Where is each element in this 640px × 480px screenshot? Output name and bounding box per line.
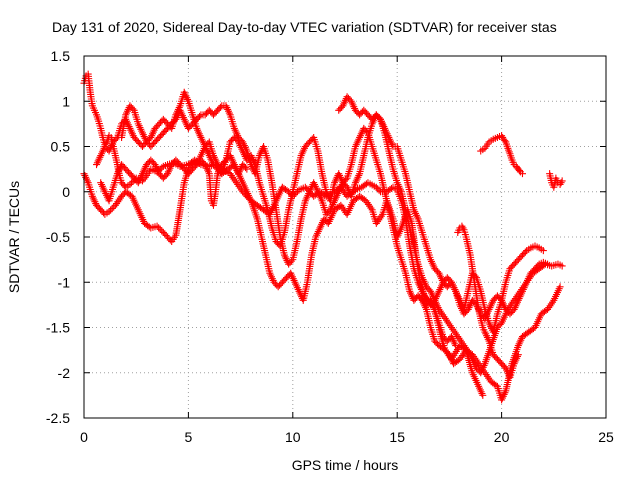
data-point xyxy=(126,181,134,189)
x-axis-label: GPS time / hours xyxy=(292,457,399,473)
y-tick-label: -0.5 xyxy=(46,229,70,245)
data-point xyxy=(112,135,120,143)
y-tick-label: 1.5 xyxy=(51,48,71,64)
data-point xyxy=(558,262,566,270)
data-point xyxy=(243,165,251,173)
data-point xyxy=(129,105,137,113)
data-point xyxy=(292,189,300,197)
x-axis-tick-labels: 0 5 10 15 20 25 xyxy=(80,429,614,445)
grid xyxy=(84,56,606,418)
data-point xyxy=(107,206,115,214)
series-track-h xyxy=(454,222,522,381)
data-point xyxy=(156,225,164,233)
series-layer xyxy=(80,70,566,404)
data-point xyxy=(158,227,166,235)
data-point xyxy=(128,179,136,187)
data-point xyxy=(108,204,116,212)
data-point xyxy=(153,222,161,230)
series-track-g xyxy=(414,292,460,350)
data-point xyxy=(287,257,295,265)
y-tick-label: -1 xyxy=(58,274,71,290)
x-tick-label: 0 xyxy=(80,429,88,445)
y-tick-label: -2.5 xyxy=(46,410,70,426)
data-point xyxy=(375,186,383,194)
y-axis-tick-labels: -2.5 -2 -1.5 -1 -0.5 0 0.5 1 1.5 xyxy=(46,48,70,426)
y-tick-label: 0.5 xyxy=(51,139,71,155)
x-tick-label: 5 xyxy=(185,429,193,445)
data-point xyxy=(105,208,113,216)
data-point xyxy=(539,247,547,255)
data-point xyxy=(216,103,224,111)
data-point xyxy=(518,170,526,178)
series-track-f xyxy=(335,93,552,322)
x-tick-label: 20 xyxy=(494,429,510,445)
y-axis-label: SDTVAR / TECUs xyxy=(6,181,22,293)
y-tick-label: 0 xyxy=(62,184,70,200)
data-point xyxy=(501,137,509,145)
data-point xyxy=(558,177,566,185)
data-point xyxy=(556,283,564,291)
series-track-d xyxy=(118,102,547,336)
series-track-e xyxy=(97,152,251,209)
series-track-j xyxy=(546,170,566,191)
data-point xyxy=(515,166,523,174)
x-tick-label: 10 xyxy=(285,429,301,445)
chart-title: Day 131 of 2020, Sidereal Day-to-day VTE… xyxy=(52,19,557,35)
data-point xyxy=(155,224,163,232)
y-tick-label: -2 xyxy=(58,365,71,381)
data-point xyxy=(544,260,552,268)
x-tick-label: 25 xyxy=(598,429,614,445)
data-point xyxy=(479,391,487,399)
series-track-i xyxy=(477,132,526,178)
data-point xyxy=(514,351,522,359)
data-point xyxy=(241,164,249,172)
ticks xyxy=(83,55,607,419)
y-tick-label: 1 xyxy=(62,93,70,109)
data-point xyxy=(452,342,460,350)
x-tick-label: 15 xyxy=(389,429,405,445)
data-point xyxy=(196,112,204,120)
y-tick-label: -1.5 xyxy=(46,320,70,336)
